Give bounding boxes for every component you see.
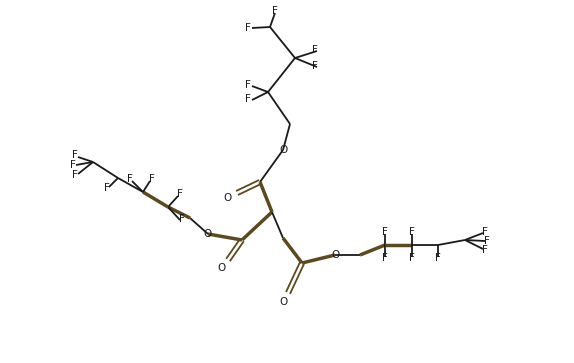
Text: F: F <box>72 170 78 180</box>
Text: F: F <box>245 94 251 104</box>
Text: F: F <box>312 45 318 55</box>
Text: F: F <box>482 227 488 237</box>
Text: F: F <box>409 227 415 237</box>
Text: O: O <box>224 193 232 203</box>
Text: F: F <box>104 183 110 193</box>
Text: F: F <box>482 245 488 255</box>
Text: F: F <box>435 253 441 263</box>
Text: O: O <box>331 250 339 260</box>
Text: F: F <box>272 6 278 16</box>
Text: O: O <box>218 263 226 273</box>
Text: F: F <box>382 227 388 237</box>
Text: F: F <box>245 23 251 33</box>
Text: F: F <box>72 150 78 160</box>
Text: F: F <box>127 174 133 184</box>
Text: F: F <box>179 214 185 224</box>
Text: F: F <box>245 80 251 90</box>
Text: F: F <box>484 236 490 246</box>
Text: O: O <box>204 229 212 239</box>
Text: O: O <box>279 297 287 307</box>
Text: O: O <box>279 145 287 155</box>
Text: F: F <box>409 253 415 263</box>
Text: F: F <box>312 61 318 71</box>
Text: F: F <box>149 174 155 184</box>
Text: F: F <box>70 160 76 170</box>
Text: F: F <box>382 253 388 263</box>
Text: F: F <box>177 189 183 199</box>
